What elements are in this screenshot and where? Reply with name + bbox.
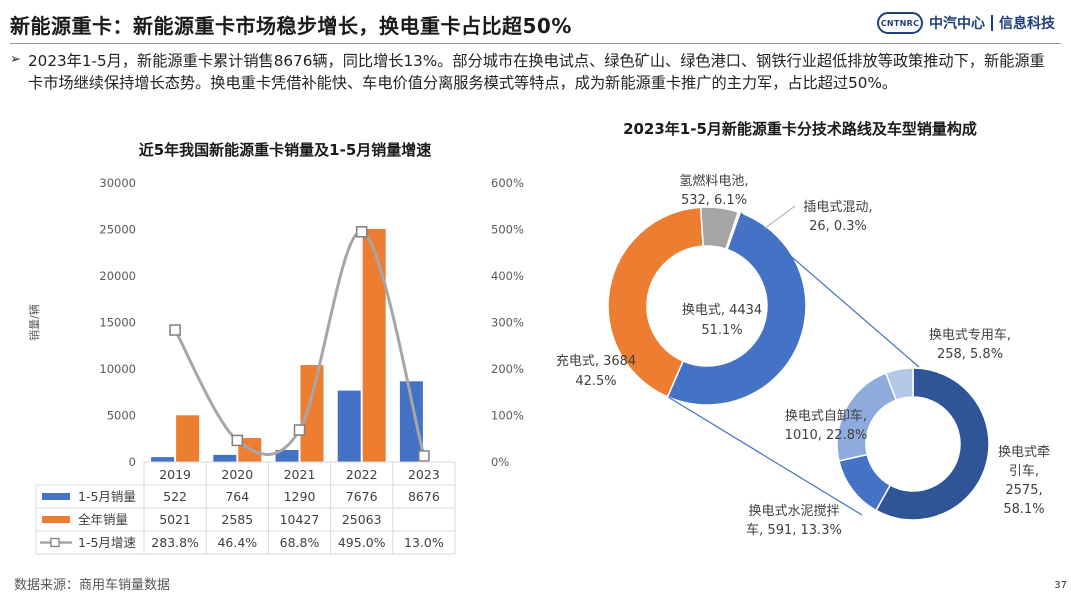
x-tick-label: 2021 bbox=[284, 467, 316, 482]
legend-label-1-5月增速: 1-5月增速 bbox=[78, 535, 136, 550]
summary-text: 2023年1-5月，新能源重卡累计销售8676辆，同比增长13%。部分城市在换电… bbox=[28, 52, 1045, 92]
donut-slice-插电式混动 bbox=[725, 211, 742, 251]
slice-label-换电式牵引车: 换电式牵 bbox=[998, 445, 1050, 460]
y-tick-label: 20000 bbox=[99, 269, 136, 283]
y-tick-label: 30000 bbox=[99, 176, 136, 190]
arrow-bullet-icon: ➢ bbox=[10, 52, 21, 67]
table-cell-1-5月增速-2019: 283.8% bbox=[151, 535, 199, 550]
y2-tick-label: 500% bbox=[491, 223, 524, 237]
slice-label-插电式混动: 26, 0.3% bbox=[809, 219, 867, 234]
table-cell-1-5月销量-2022: 7676 bbox=[346, 489, 378, 504]
x-tick-label: 2019 bbox=[159, 467, 191, 482]
y2-tick-label: 300% bbox=[491, 316, 524, 330]
logo-subtitle: 信息科技 bbox=[999, 16, 1055, 32]
leader-line-插电式混动 bbox=[763, 205, 796, 230]
y-tick-label: 10000 bbox=[99, 362, 136, 376]
y2-tick-label: 100% bbox=[491, 409, 524, 423]
connector-line-top bbox=[740, 212, 920, 368]
slice-label-氢燃料电池: 532, 6.1% bbox=[681, 193, 747, 208]
table-cell-1-5月销量-2021: 1290 bbox=[284, 489, 316, 504]
page-number: 37 bbox=[1054, 580, 1067, 591]
table-cell-1-5月销量-2020: 764 bbox=[225, 489, 249, 504]
slice-label-氢燃料电池: 氢燃料电池, bbox=[679, 173, 748, 189]
bar-全年销量-2021 bbox=[300, 365, 324, 462]
slice-label-换电式牵引车: 58.1% bbox=[1003, 502, 1044, 517]
slice-label-换电式水泥搅拌车: 换电式水泥搅拌 bbox=[748, 503, 839, 519]
slice-label-充电式: 42.5% bbox=[575, 374, 616, 389]
donut-slice-换电式 bbox=[666, 211, 807, 406]
slice-label-换电式专用车: 258, 5.8% bbox=[937, 347, 1003, 362]
table-cell-1-5月增速-2022: 495.0% bbox=[338, 535, 386, 550]
slice-label-换电式水泥搅拌车: 车, 591, 13.3% bbox=[746, 522, 842, 538]
legend-label-全年销量: 全年销量 bbox=[78, 512, 128, 527]
y2-tick-label: 600% bbox=[491, 176, 524, 190]
brand-logo: CNTNRC 中汽中心 信息科技 bbox=[877, 12, 1055, 34]
growth-rate-marker-2022 bbox=[355, 226, 368, 238]
y2-tick-label: 400% bbox=[491, 269, 524, 283]
x-tick-label: 2023 bbox=[408, 467, 440, 482]
y-tick-label: 15000 bbox=[99, 316, 136, 330]
table-cell-全年销量-2021: 10427 bbox=[280, 512, 320, 527]
bar-1-5月销量-2021 bbox=[275, 450, 299, 462]
legend-key-marker-1-5月增速 bbox=[50, 537, 60, 548]
data-source: 数据来源：商用车销量数据 bbox=[14, 578, 171, 593]
growth-rate-marker-2021 bbox=[293, 424, 306, 436]
legend-key-全年销量 bbox=[42, 516, 70, 523]
slice-label-换电式牵引车: 2575, bbox=[1005, 483, 1042, 498]
y2-tick-label: 0% bbox=[491, 455, 509, 469]
slice-label-换电式自卸车: 换电式自卸车, bbox=[785, 408, 867, 424]
bar-1-5月销量-2019 bbox=[151, 457, 175, 462]
donut-slice-换电式牵引车 bbox=[875, 367, 990, 521]
growth-rate-marker-2020 bbox=[231, 434, 244, 447]
slice-label-换电式: 51.1% bbox=[701, 323, 742, 338]
bar-1-5月销量-2022 bbox=[337, 390, 361, 462]
connector-line-bottom bbox=[668, 396, 863, 516]
table-cell-1-5月销量-2023: 8676 bbox=[408, 489, 440, 504]
pie-chart-title: 2023年1-5月新能源重卡分技术路线及车型销量构成 bbox=[623, 120, 977, 138]
table-cell-1-5月增速-2023: 13.0% bbox=[404, 535, 444, 550]
table-cell-1-5月增速-2020: 46.4% bbox=[217, 535, 257, 550]
growth-rate-marker-2019 bbox=[169, 324, 181, 336]
growth-rate-marker-2023 bbox=[418, 450, 430, 462]
slice-label-换电式自卸车: 1010, 22.8% bbox=[785, 428, 868, 443]
bar-1-5月销量-2020 bbox=[213, 454, 237, 462]
table-cell-全年销量-2020: 2585 bbox=[221, 512, 253, 527]
y-tick-label: 25000 bbox=[99, 223, 136, 237]
growth-rate-line bbox=[173, 230, 426, 457]
y-tick-label: 0 bbox=[129, 455, 136, 469]
y-axis-label: 销量/辆 bbox=[27, 304, 41, 341]
header-divider bbox=[10, 43, 1061, 44]
y2-tick-label: 200% bbox=[491, 362, 524, 376]
slice-label-换电式: 换电式, 4434 bbox=[682, 303, 762, 318]
bar-1-5月销量-2023 bbox=[399, 381, 423, 462]
donut-slice-换电式专用车 bbox=[884, 367, 914, 402]
donut-slice-充电式 bbox=[607, 206, 704, 398]
y-tick-label: 5000 bbox=[107, 409, 136, 423]
bar-全年销量-2019 bbox=[176, 415, 200, 462]
table-cell-全年销量-2019: 5021 bbox=[159, 512, 191, 527]
slice-label-换电式专用车: 换电式专用车, bbox=[929, 327, 1011, 343]
slice-label-换电式牵引车: 引车, bbox=[1009, 463, 1039, 479]
logo-name: 中汽中心 bbox=[929, 16, 985, 32]
legend-key-1-5月销量 bbox=[42, 493, 70, 500]
x-tick-label: 2020 bbox=[221, 467, 253, 482]
table-cell-全年销量-2022: 25063 bbox=[342, 512, 382, 527]
page-title: 新能源重卡：新能源重卡市场稳步增长，换电重卡占比超50% bbox=[10, 14, 572, 38]
table-cell-1-5月销量-2019: 522 bbox=[163, 489, 187, 504]
bar-全年销量-2022 bbox=[362, 228, 386, 462]
x-tick-label: 2022 bbox=[346, 467, 378, 482]
bar-chart-title: 近5年我国新能源重卡销量及1-5月销量增速 bbox=[138, 141, 432, 159]
slice-label-插电式混动: 插电式混动, bbox=[803, 200, 872, 215]
cntnrc-logo-icon: CNTNRC bbox=[877, 12, 923, 34]
logo-divider bbox=[991, 15, 993, 31]
table-cell-1-5月增速-2021: 68.8% bbox=[280, 535, 320, 550]
slice-label-充电式: 充电式, 3684 bbox=[556, 353, 636, 369]
legend-label-1-5月销量: 1-5月销量 bbox=[78, 489, 136, 504]
